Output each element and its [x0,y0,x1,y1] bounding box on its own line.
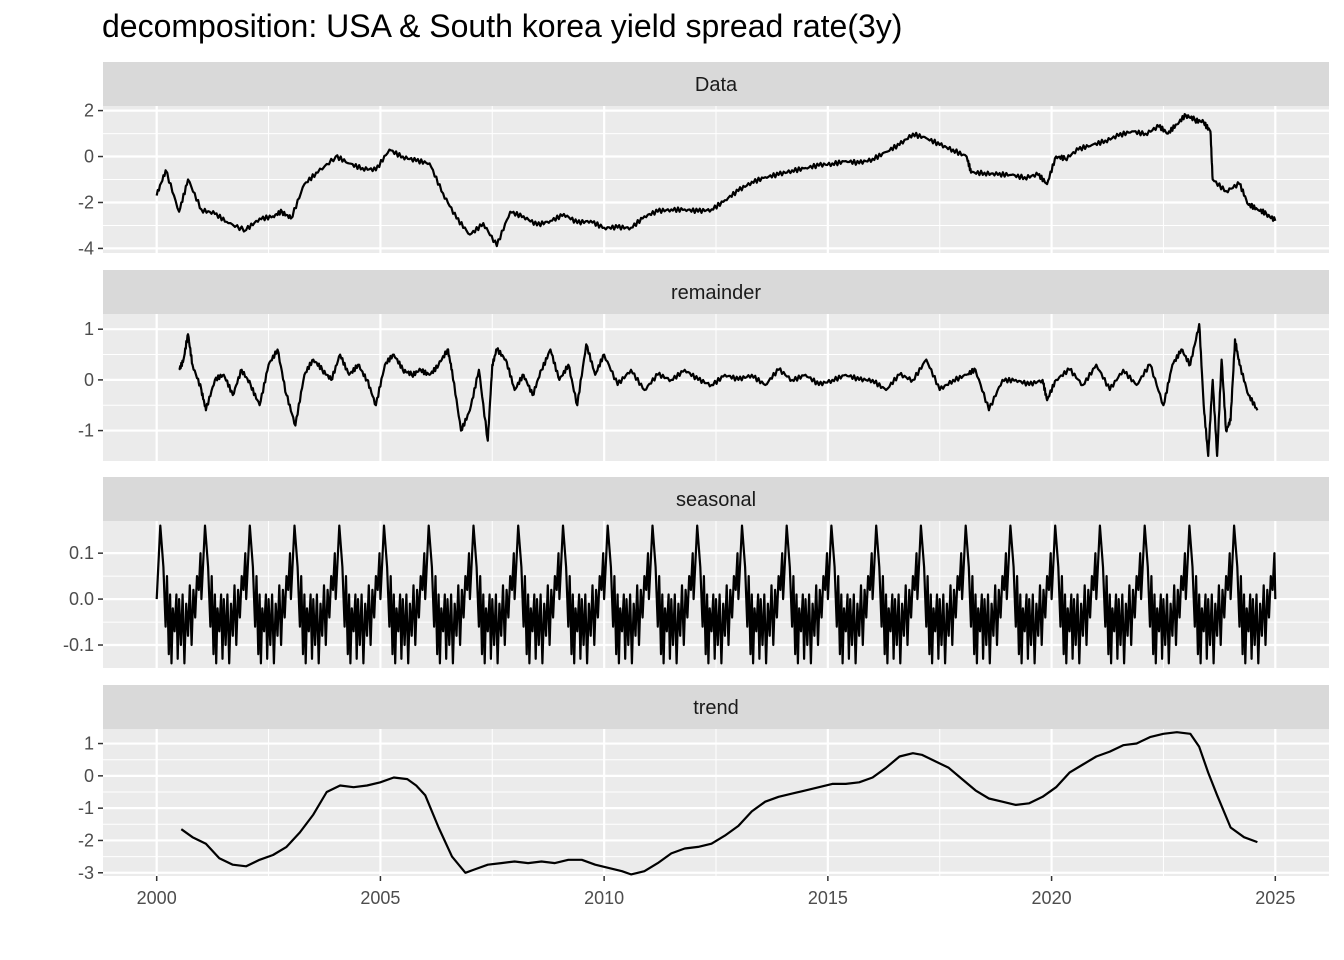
series-line-trend [180,731,1258,876]
chart-title: decomposition: USA & South korea yield s… [102,8,903,44]
y-tick-label-trend: 1 [84,734,94,754]
y-tick-label-remainder: 1 [84,319,94,339]
series-line-remainder [178,323,1259,457]
y-tick-label-remainder: -1 [78,421,94,441]
series-line-seasonal [155,524,1277,665]
strip-label-remainder: remainder [671,282,761,304]
strip-label-seasonal: seasonal [676,489,756,511]
x-tick-label: 2005 [360,888,400,908]
y-tick-label-remainder: 0 [84,370,94,390]
x-tick-label: 2020 [1032,888,1072,908]
x-tick-label: 2025 [1255,888,1295,908]
y-tick-label-data: -2 [78,192,94,212]
y-tick-label-data: 0 [84,147,94,167]
y-tick-label-seasonal: -0.1 [63,635,94,655]
y-tick-label-trend: -1 [78,798,94,818]
strip-trend [103,685,1329,729]
strip-label-data: Data [695,74,738,96]
y-tick-label-data: -4 [78,238,94,258]
strip-seasonal [103,477,1329,521]
y-tick-label-trend: -2 [78,830,94,850]
x-tick-label: 2015 [808,888,848,908]
y-tick-label-data: 2 [84,101,94,121]
x-tick-label: 2010 [584,888,624,908]
x-tick-label: 2000 [137,888,177,908]
strip-data [103,62,1329,106]
strip-remainder [103,270,1329,314]
series-line-data [155,113,1277,248]
y-tick-label-seasonal: 0.0 [69,589,94,609]
y-tick-label-seasonal: 0.1 [69,543,94,563]
y-tick-label-trend: -3 [78,863,94,883]
strip-label-trend: trend [693,697,739,719]
y-tick-label-trend: 0 [84,766,94,786]
